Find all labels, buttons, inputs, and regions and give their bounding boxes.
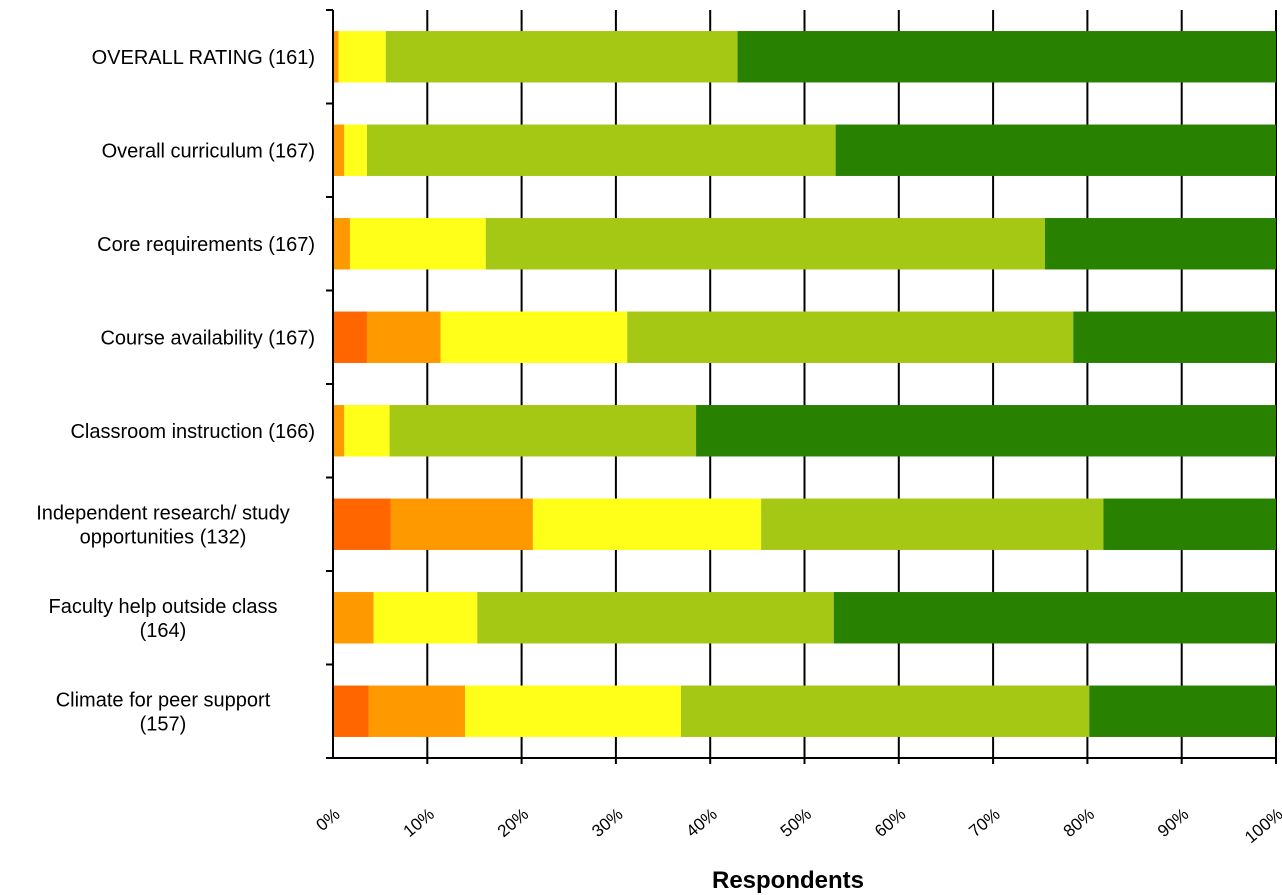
bar-segment: [385, 31, 738, 83]
x-tick-label: 80%: [1060, 805, 1098, 841]
bar-segment: [696, 405, 1276, 457]
x-tick-label: 100%: [1241, 805, 1282, 848]
x-tick-label: 50%: [777, 805, 815, 841]
bar-segment: [333, 31, 339, 83]
category-label: Faculty help outside class: [48, 596, 277, 618]
bar-segment: [833, 592, 1276, 644]
x-tick-label: 10%: [400, 805, 438, 841]
category-label: (157): [140, 713, 187, 735]
bar-segment: [344, 405, 390, 457]
bar-segment: [333, 405, 345, 457]
category-label: OVERALL RATING (161): [92, 47, 315, 69]
category-label: Course availability (167): [100, 327, 315, 349]
bar-segment: [390, 498, 533, 550]
x-tick-label: 0%: [313, 805, 344, 835]
bar-segment: [389, 405, 697, 457]
bar-segment: [761, 498, 1104, 550]
category-label: Classroom instruction (166): [70, 421, 315, 443]
bar-segment: [333, 498, 391, 550]
bar-segment: [680, 685, 1090, 737]
bars: [333, 31, 1276, 737]
bar-segment: [338, 31, 386, 83]
category-labels: OVERALL RATING (161) Overall curriculum (…: [36, 47, 315, 736]
x-axis-title: Respondents: [712, 867, 864, 894]
axes: [326, 9, 1276, 759]
category-label: Core requirements (167): [97, 234, 315, 256]
bar-segment: [737, 31, 1276, 83]
bar-segment: [344, 124, 367, 176]
bar-segment: [349, 218, 486, 270]
x-tick-labels: 0% 10% 20% 30% 40% 50% 60% 70% 80% 90% 100%: [313, 805, 1282, 848]
bar-segment: [333, 592, 374, 644]
gridlines: [426, 10, 1277, 764]
bar-segment: [440, 311, 628, 363]
bar-segment: [373, 592, 478, 644]
bar-segment: [835, 124, 1276, 176]
bar-segment: [366, 311, 441, 363]
category-label: Overall curriculum (167): [102, 140, 315, 162]
bar-segment: [366, 124, 836, 176]
bar-segment: [477, 592, 834, 644]
bar-segment: [532, 498, 762, 550]
category-label: Climate for peer support: [56, 689, 271, 711]
x-tick-label: 60%: [871, 805, 909, 841]
x-tick-label: 70%: [965, 805, 1003, 841]
category-label: opportunities (132): [80, 526, 247, 548]
x-tick-label: 90%: [1154, 805, 1192, 841]
bar-segment: [1044, 218, 1276, 270]
category-label: (164): [140, 620, 187, 642]
bar-segment: [333, 218, 350, 270]
x-tick-label: 20%: [494, 805, 532, 841]
x-tick-label: 40%: [682, 805, 720, 841]
bar-segment: [465, 685, 681, 737]
bar-segment: [368, 685, 466, 737]
bar-segment: [333, 124, 345, 176]
bar-segment: [333, 685, 369, 737]
bar-segment: [1089, 685, 1276, 737]
bar-segment: [485, 218, 1045, 270]
bar-segment: [1073, 311, 1276, 363]
x-tick-label: 30%: [588, 805, 626, 841]
category-label: Independent research/ study: [36, 502, 290, 524]
bar-segment: [627, 311, 1074, 363]
bar-segment: [333, 311, 367, 363]
bar-segment: [1103, 498, 1276, 550]
